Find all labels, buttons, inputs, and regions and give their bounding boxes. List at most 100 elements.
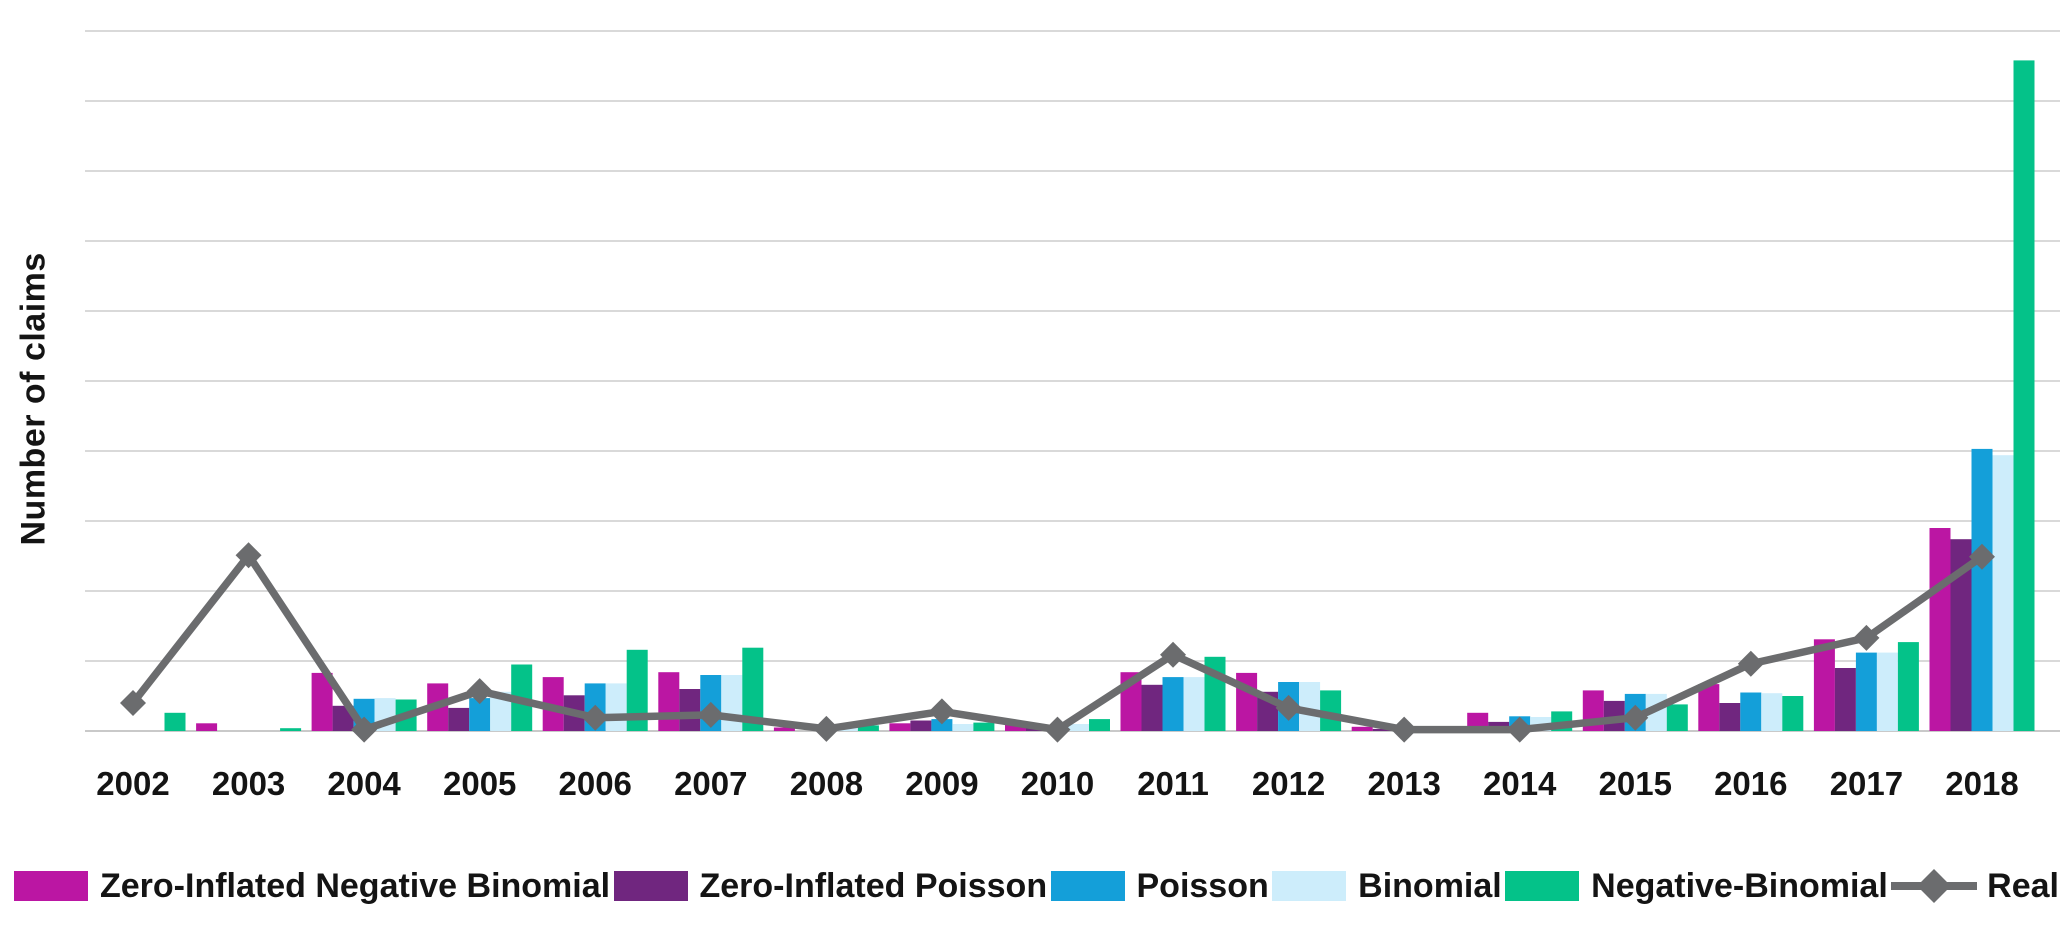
- poisson-swatch-icon: [1050, 871, 1125, 901]
- real-marker-2013: [1391, 716, 1418, 743]
- real-marker-2017: [1853, 624, 1880, 651]
- bar-zero-inflated-poisson-2013: [1372, 728, 1394, 731]
- x-tick-label-2007: 2007: [674, 765, 747, 802]
- bar-zero-inflated-negative-binomial-2004: [311, 672, 333, 731]
- real-marker-2011: [1160, 641, 1187, 668]
- bar-zero-inflated-negative-binomial-2018: [1929, 528, 1951, 731]
- x-tick-label-2016: 2016: [1714, 765, 1787, 802]
- legend-item-binomial: Binomial: [1272, 867, 1502, 906]
- bar-zero-inflated-negative-binomial-2016: [1698, 684, 1720, 731]
- x-tick-label-2002: 2002: [96, 765, 169, 802]
- real-marker-2002: [120, 690, 146, 716]
- x-tick-label-2005: 2005: [443, 765, 516, 802]
- legend-item-zero-inflated-negative-binomial: Zero-Inflated Negative Binomial: [14, 867, 610, 906]
- bar-zero-inflated-negative-binomial-2003: [196, 723, 218, 731]
- bar-poisson-2017: [1855, 652, 1877, 731]
- bar-zero-inflated-poisson-2005: [448, 707, 470, 731]
- legend-label: Negative-Binomial: [1591, 866, 1888, 905]
- bar-zero-inflated-poisson-2011: [1141, 684, 1163, 731]
- legend-label: Poisson: [1136, 866, 1269, 905]
- x-tick-label-2013: 2013: [1367, 765, 1440, 802]
- real-marker-2003: [235, 542, 262, 569]
- bar-binomial-2011: [1183, 677, 1205, 731]
- x-tick-label-2006: 2006: [558, 765, 631, 802]
- x-tick-label-2003: 2003: [212, 765, 285, 802]
- legend-label: Zero-Inflated Negative Binomial: [100, 866, 611, 905]
- bar-zero-inflated-negative-binomial-2009: [889, 723, 911, 731]
- real-marker-2015: [1622, 704, 1649, 731]
- zero-inflated-poisson-swatch-icon: [613, 871, 688, 901]
- bar-zero-inflated-poisson-2016: [1719, 703, 1741, 731]
- bar-negative-binomial-2006: [626, 649, 648, 731]
- bar-negative-binomial-2015: [1666, 704, 1688, 731]
- bar-binomial-2010: [1068, 724, 1089, 731]
- bar-zero-inflated-negative-binomial-2010: [1005, 724, 1026, 731]
- real-marker-2016: [1737, 650, 1764, 677]
- bar-negative-binomial-2009: [973, 722, 995, 731]
- x-tick-label-2010: 2010: [1021, 765, 1094, 802]
- x-tick-label-2017: 2017: [1830, 765, 1903, 802]
- real-marker-2009: [928, 698, 955, 725]
- x-tick-label-2014: 2014: [1483, 765, 1557, 802]
- bar-zero-inflated-poisson-2017: [1834, 668, 1856, 731]
- negative-binomial-swatch-icon: [1505, 871, 1580, 901]
- legend-label: Zero-Inflated Poisson: [699, 866, 1048, 905]
- legend-item-negative-binomial: Negative-Binomial: [1505, 867, 1888, 906]
- bar-zero-inflated-negative-binomial-2007: [658, 672, 680, 731]
- bar-binomial-2007: [721, 675, 743, 731]
- diamond-marker-icon: [1917, 869, 1952, 903]
- legend-label: Binomial: [1358, 866, 1502, 905]
- x-tick-label-2011: 2011: [1137, 765, 1209, 802]
- bar-zero-inflated-poisson-2009: [910, 720, 932, 731]
- bar-poisson-2005: [469, 698, 491, 731]
- bar-negative-binomial-2008: [857, 725, 879, 731]
- legend-item-poisson: Poisson: [1050, 866, 1269, 906]
- bar-binomial-2006: [605, 683, 627, 731]
- bar-negative-binomial-2012: [1320, 690, 1342, 731]
- legend-label: Real: [1987, 866, 2059, 905]
- real-marker-2012: [1275, 694, 1302, 721]
- real-marker-2007: [697, 701, 724, 728]
- real-marker-2004: [351, 716, 378, 743]
- legend-item-zero-inflated-poisson: Zero-Inflated Poisson: [613, 866, 1048, 906]
- x-tick-label-2018: 2018: [1945, 765, 2018, 802]
- real-marker-2008: [813, 715, 840, 742]
- bar-negative-binomial-2017: [1897, 642, 1919, 731]
- plot-area: 2002 2003 2004 2005 2006 2007 2008 2009 2010 2011…: [85, 30, 2060, 802]
- bar-binomial-2017: [1876, 652, 1898, 731]
- zero-inflated-negative-binomial-swatch-icon: [14, 871, 88, 901]
- bar-negative-binomial-2002: [164, 712, 186, 731]
- bar-negative-binomial-2003: [280, 728, 302, 731]
- bar-zero-inflated-negative-binomial-2006: [542, 677, 564, 731]
- real-marker-2014: [1506, 716, 1533, 743]
- x-tick-label-2008: 2008: [790, 765, 863, 802]
- real-marker-2010: [1044, 716, 1071, 743]
- bar-zero-inflated-negative-binomial-2008: [773, 727, 795, 731]
- bar-binomial-2009: [952, 724, 974, 731]
- real-marker-2006: [582, 704, 609, 731]
- bar-binomial-2018: [1992, 455, 2014, 731]
- bar-zero-inflated-poisson-2018: [1950, 539, 1972, 731]
- real-marker-2018: [1968, 543, 1995, 570]
- binomial-swatch-icon: [1272, 871, 1347, 901]
- bar-poisson-2011: [1162, 677, 1184, 731]
- bar-binomial-2012: [1299, 682, 1321, 731]
- bar-negative-binomial-2016: [1782, 696, 1804, 731]
- bar-zero-inflated-poisson-2007: [679, 689, 701, 731]
- legend-item-real: Real: [1891, 867, 2059, 906]
- legend: Zero-Inflated Negative Binomial Zero-Inf…: [14, 862, 2059, 910]
- bar-poisson-2016: [1740, 692, 1762, 731]
- x-tick-label-2012: 2012: [1252, 765, 1325, 802]
- bar-zero-inflated-negative-binomial-2013: [1351, 726, 1373, 731]
- x-tick-label-2009: 2009: [905, 765, 978, 802]
- bar-binomial-2016: [1761, 693, 1783, 731]
- bar-negative-binomial-2010: [1089, 719, 1110, 731]
- x-tick-label-2015: 2015: [1599, 765, 1672, 802]
- bar-poisson-2009: [931, 719, 953, 731]
- x-tick-label-2004: 2004: [327, 765, 401, 802]
- real-marker-2005: [466, 678, 493, 705]
- bar-negative-binomial-2007: [742, 647, 764, 731]
- real-line-marker-icon: [1891, 869, 1978, 903]
- bar-negative-binomial-2018: [2013, 60, 2035, 731]
